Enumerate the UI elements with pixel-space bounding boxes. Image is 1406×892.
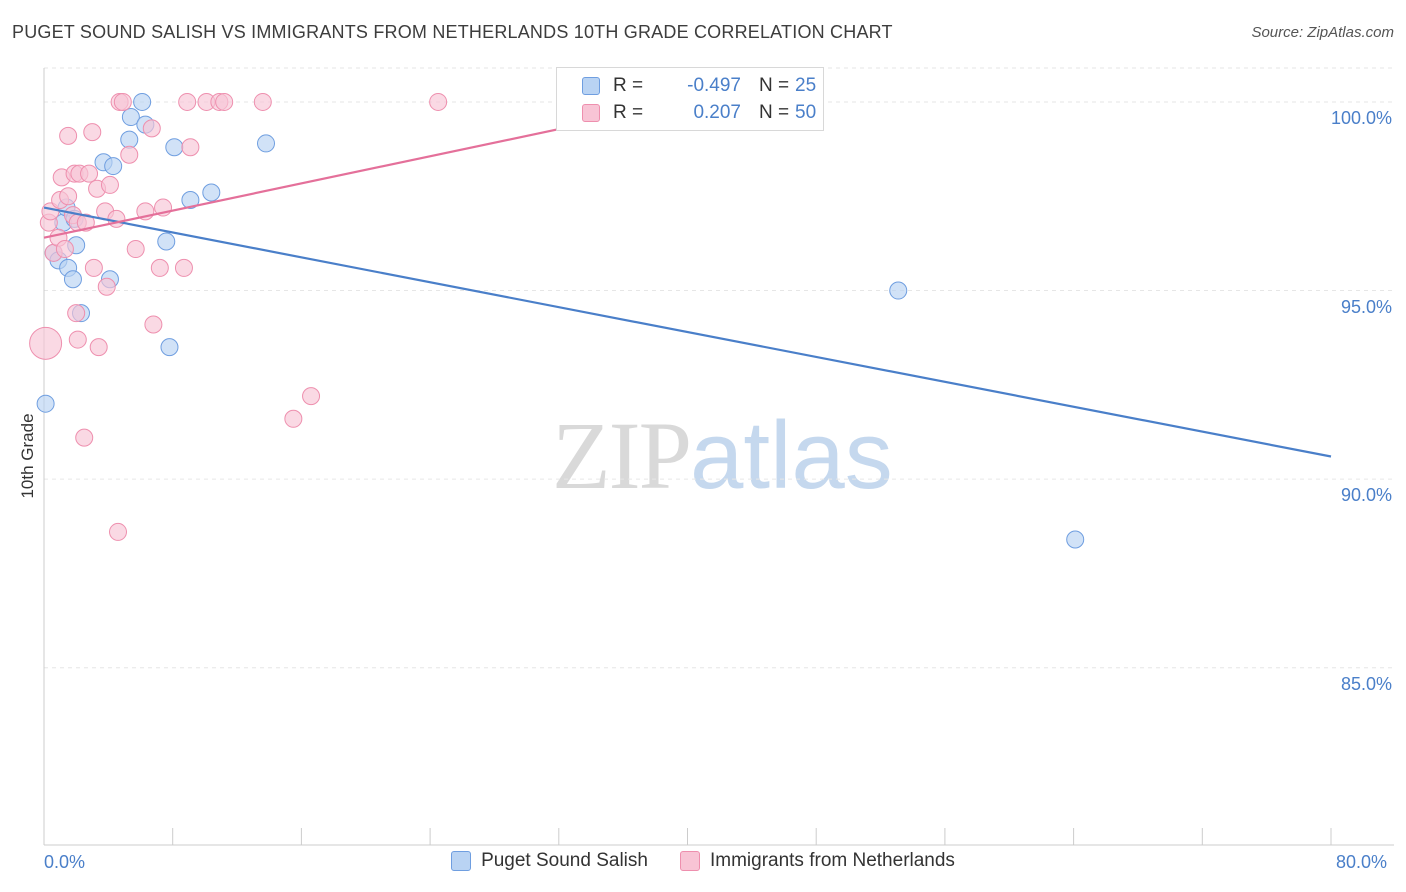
- point-immigrants-netherlands: [55, 240, 74, 259]
- stats-r-value: -0.497: [687, 75, 741, 96]
- y-tick-label: 100.0%: [1330, 107, 1392, 128]
- correlation-stats-box: R = -0.497 N = 25 R = 0.207 N = 50: [556, 67, 824, 131]
- legend-item-netherlands[interactable]: Immigrants from Netherlands: [679, 850, 955, 872]
- legend-swatch-puget: [451, 851, 472, 871]
- point-puget-sound-salish: [120, 130, 139, 149]
- point-immigrants-netherlands: [284, 409, 303, 428]
- point-immigrants-netherlands: [144, 315, 163, 334]
- point-puget-sound-salish: [121, 108, 140, 127]
- point-immigrants-netherlands: [302, 387, 321, 406]
- point-puget-sound-salish: [160, 338, 179, 357]
- legend-item-puget[interactable]: Puget Sound Salish: [451, 850, 648, 872]
- point-immigrants-netherlands: [84, 258, 103, 277]
- stats-r-value: 0.207: [693, 102, 741, 123]
- point-immigrants-netherlands: [113, 92, 132, 111]
- point-immigrants-netherlands: [59, 126, 78, 145]
- point-puget-sound-salish: [157, 232, 176, 251]
- point-immigrants-netherlands: [68, 330, 87, 349]
- stats-n-label: N =: [759, 102, 790, 123]
- point-puget-sound-salish: [36, 394, 55, 413]
- stats-n-value: 50: [795, 102, 817, 123]
- y-tick-label: 95.0%: [1340, 296, 1392, 317]
- chart-title: PUGET SOUND SALISH VS IMMIGRANTS FROM NE…: [12, 22, 893, 42]
- point-immigrants-netherlands: [29, 326, 63, 360]
- point-immigrants-netherlands: [83, 123, 102, 142]
- point-puget-sound-salish: [1066, 530, 1085, 549]
- point-immigrants-netherlands: [142, 119, 161, 138]
- legend-swatch-netherlands: [679, 851, 700, 871]
- point-immigrants-netherlands: [215, 92, 234, 111]
- point-immigrants-netherlands: [253, 92, 272, 111]
- point-immigrants-netherlands: [126, 240, 145, 259]
- point-puget-sound-salish: [104, 157, 123, 176]
- point-immigrants-netherlands: [89, 338, 108, 357]
- stats-swatch-puget: [582, 77, 600, 95]
- point-puget-sound-salish: [889, 281, 908, 300]
- point-puget-sound-salish: [63, 270, 82, 289]
- point-immigrants-netherlands: [67, 304, 86, 323]
- point-immigrants-netherlands: [109, 522, 128, 541]
- point-immigrants-netherlands: [97, 277, 116, 296]
- point-puget-sound-salish: [165, 138, 184, 157]
- y-tick-label: 90.0%: [1340, 485, 1392, 506]
- point-puget-sound-salish: [202, 183, 221, 202]
- y-axis-label: 10th Grade: [18, 413, 37, 499]
- point-puget-sound-salish: [133, 92, 152, 111]
- point-immigrants-netherlands: [178, 92, 197, 111]
- legend-label-puget: Puget Sound Salish: [481, 850, 648, 871]
- point-puget-sound-salish: [257, 134, 276, 153]
- point-immigrants-netherlands: [75, 428, 94, 447]
- legend-label-netherlands: Immigrants from Netherlands: [709, 850, 955, 871]
- stats-r-label: R =: [613, 75, 644, 96]
- point-immigrants-netherlands: [100, 175, 119, 194]
- stats-n-label: N =: [759, 75, 790, 96]
- x-tick-label-max: 80.0%: [1336, 852, 1388, 872]
- legend: Puget Sound Salish Immigrants from Nethe…: [0, 850, 1406, 872]
- point-immigrants-netherlands: [181, 138, 200, 157]
- stats-r-label: R =: [613, 102, 644, 123]
- point-immigrants-netherlands: [429, 92, 448, 111]
- source-label: Source: ZipAtlas.com: [1251, 24, 1394, 41]
- point-immigrants-netherlands: [120, 145, 139, 164]
- point-puget-sound-salish: [181, 191, 200, 210]
- trendline-puget-sound-salish: [43, 206, 1332, 458]
- stats-n-value: 25: [795, 75, 817, 96]
- y-tick-label: 85.0%: [1340, 673, 1392, 694]
- x-tick-label-min: 0.0%: [44, 852, 86, 872]
- stats-swatch-netherlands: [582, 104, 600, 122]
- point-immigrants-netherlands: [80, 164, 99, 183]
- point-immigrants-netherlands: [174, 258, 193, 277]
- point-immigrants-netherlands: [59, 187, 78, 206]
- point-immigrants-netherlands: [150, 258, 169, 277]
